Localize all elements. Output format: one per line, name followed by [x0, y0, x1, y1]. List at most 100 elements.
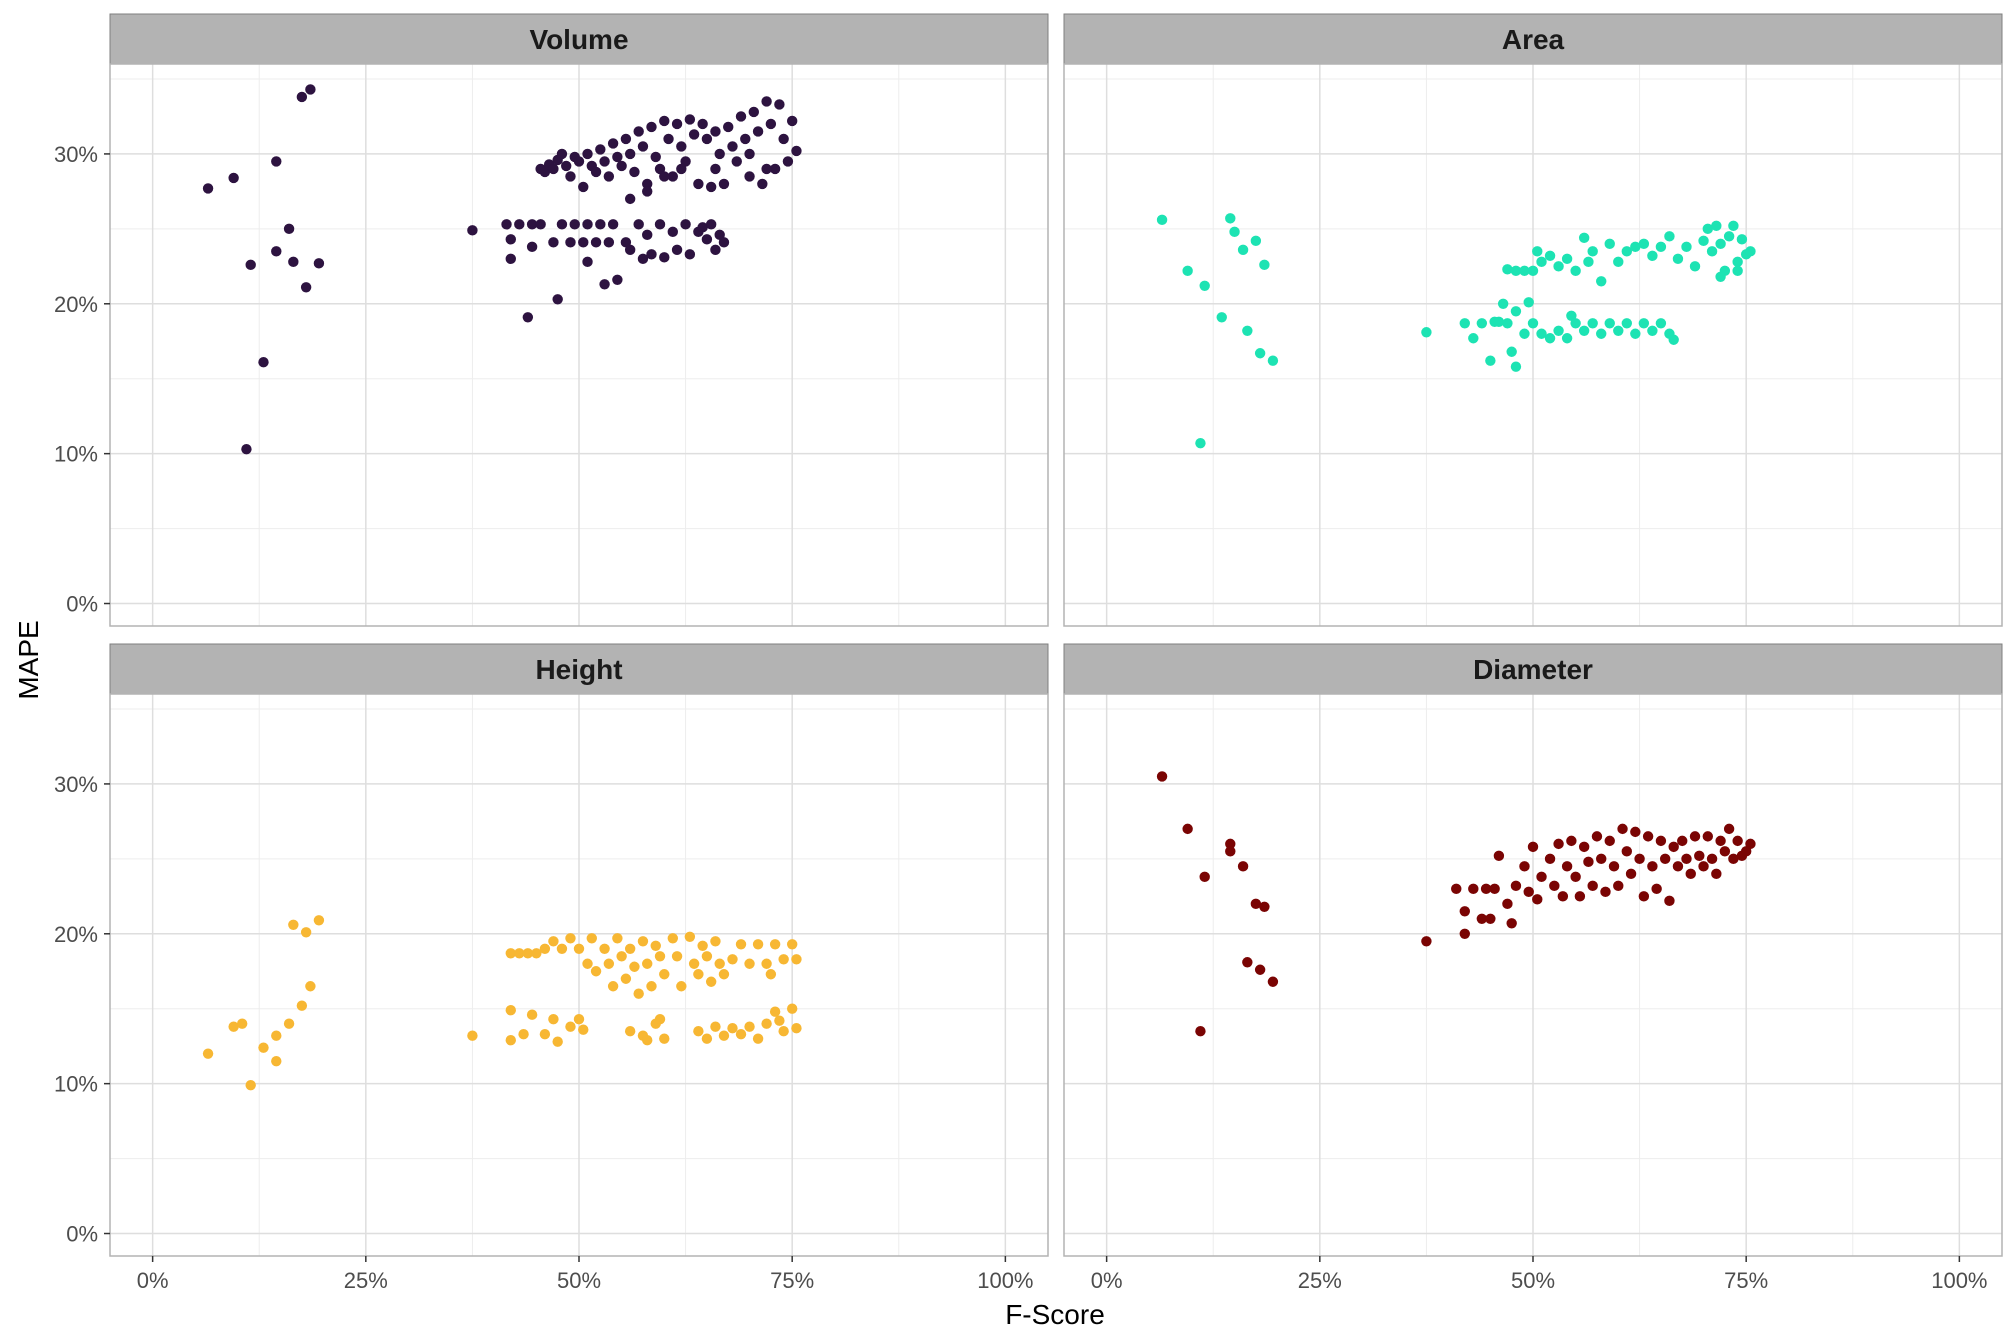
data-point: [1493, 316, 1505, 327]
x-tick-label: 100%: [1931, 1268, 1987, 1293]
data-point: [654, 951, 666, 962]
panel-border: [1063, 63, 2003, 627]
data-point: [552, 1036, 563, 1047]
data-point: [646, 121, 657, 133]
data-point: [782, 156, 794, 167]
data-point: [526, 241, 538, 253]
data-point: [1647, 325, 1658, 336]
data-point: [1242, 957, 1253, 968]
data-point: [573, 943, 585, 954]
y-tick-label: 20%: [54, 922, 98, 947]
data-point: [556, 219, 568, 230]
data-point: [1421, 327, 1432, 338]
data-point: [727, 1023, 738, 1034]
data-point: [1668, 334, 1679, 345]
data-point: [1557, 891, 1569, 902]
data-point: [1647, 861, 1658, 872]
x-tick-label: 75%: [1724, 1268, 1768, 1293]
data-point: [1561, 861, 1573, 872]
data-point: [744, 171, 755, 182]
data-point: [710, 936, 721, 947]
data-point: [774, 99, 785, 110]
y-tick-label: 20%: [54, 292, 98, 317]
y-axis-title: MAPE: [13, 620, 44, 699]
data-point: [283, 223, 295, 235]
data-point: [1519, 265, 1530, 277]
panel-volume: Volume 0% 10% 20% 30%: [54, 13, 1049, 627]
data-point: [710, 163, 721, 175]
data-point: [245, 1079, 256, 1091]
data-point: [701, 1033, 713, 1044]
data-point: [1681, 853, 1692, 865]
data-point: [1711, 868, 1722, 880]
data-point: [663, 133, 674, 145]
x-tick-label: 100%: [977, 1268, 1033, 1293]
data-point: [654, 219, 666, 230]
data-point: [599, 279, 610, 290]
data-point: [633, 988, 644, 999]
data-point: [1510, 306, 1522, 317]
data-point: [1225, 838, 1236, 850]
data-point: [612, 274, 623, 286]
data-point: [752, 126, 764, 137]
data-point: [1698, 861, 1709, 872]
data-point: [1621, 246, 1633, 257]
x-tick-label: 0%: [137, 1268, 169, 1293]
data-point: [258, 357, 269, 368]
panel-border: [109, 63, 1049, 627]
data-point: [1664, 895, 1675, 907]
data-point: [1732, 256, 1743, 268]
data-point: [1596, 276, 1607, 287]
data-point: [313, 915, 325, 926]
data-point: [1523, 297, 1534, 308]
data-point: [629, 961, 640, 972]
x-tick-label: 50%: [557, 1268, 601, 1293]
data-point: [684, 249, 696, 260]
data-point: [710, 126, 721, 137]
data-point: [1600, 886, 1611, 898]
data-point: [769, 939, 781, 950]
data-point: [1502, 898, 1513, 910]
data-point: [727, 954, 738, 965]
data-point: [1685, 868, 1696, 880]
data-point: [1199, 871, 1210, 883]
data-point: [1574, 891, 1586, 902]
y-tick-label: 0%: [66, 592, 98, 617]
data-point: [1532, 894, 1543, 905]
data-point: [642, 1034, 653, 1046]
data-point: [1719, 846, 1731, 857]
data-point: [1608, 861, 1620, 872]
y-tick-label: 10%: [54, 442, 98, 467]
data-point: [1745, 246, 1756, 257]
data-point: [1672, 253, 1684, 265]
x-tick-label: 50%: [1511, 1268, 1555, 1293]
data-point: [1468, 333, 1479, 344]
data-point: [300, 927, 312, 938]
data-point: [514, 219, 525, 230]
data-point: [590, 966, 602, 977]
data-point: [1736, 234, 1748, 245]
data-point: [228, 1021, 239, 1032]
data-point: [590, 237, 602, 248]
data-point: [1621, 318, 1633, 329]
data-point: [744, 148, 755, 160]
data-point: [659, 1033, 670, 1044]
data-point: [1553, 261, 1564, 272]
data-point: [697, 118, 708, 130]
data-point: [1536, 328, 1547, 339]
data-point: [1527, 841, 1539, 853]
data-point: [1489, 883, 1500, 895]
data-point: [565, 237, 576, 248]
data-point: [650, 151, 661, 163]
data-point: [288, 919, 299, 930]
data-point: [1655, 241, 1667, 253]
x-tick-label: 25%: [344, 1268, 388, 1293]
data-point: [288, 256, 299, 268]
data-point: [723, 121, 734, 133]
data-point: [671, 951, 683, 962]
data-point: [505, 1034, 516, 1046]
data-point: [552, 294, 563, 305]
data-point: [761, 958, 772, 969]
data-point: [659, 171, 670, 182]
data-point: [1254, 348, 1266, 359]
